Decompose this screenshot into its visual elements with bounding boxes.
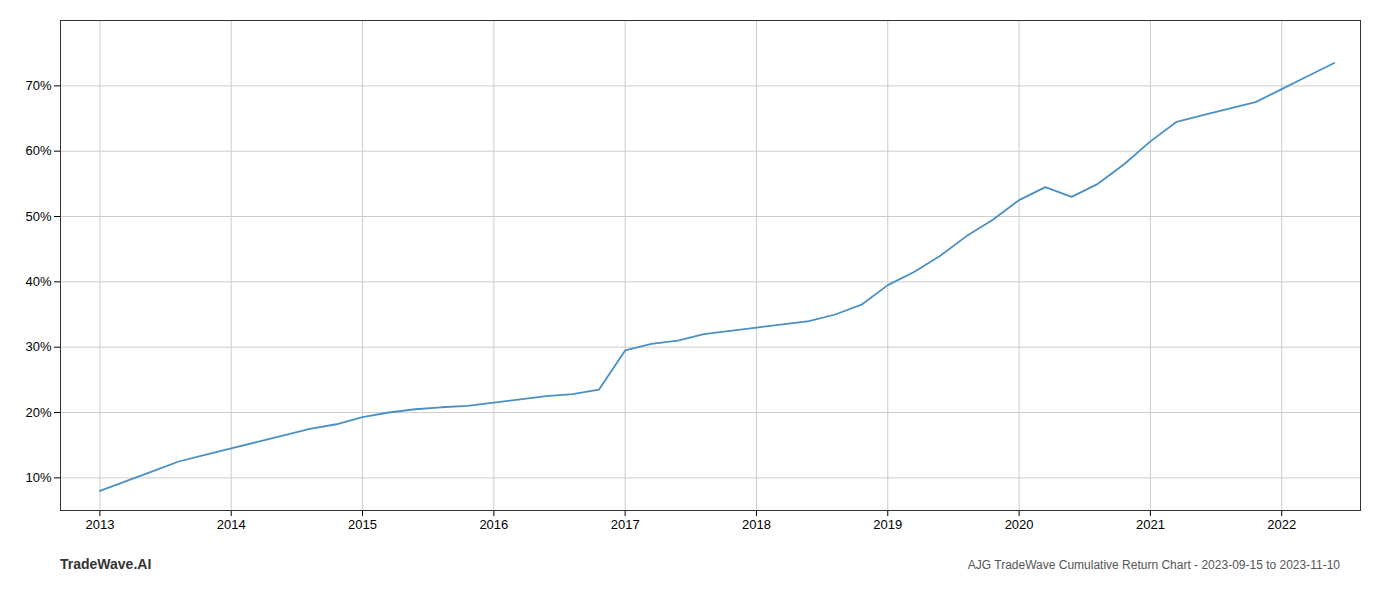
- svg-text:50%: 50%: [25, 209, 51, 224]
- svg-text:2022: 2022: [1267, 517, 1296, 532]
- svg-text:2018: 2018: [742, 517, 771, 532]
- svg-text:2020: 2020: [1005, 517, 1034, 532]
- svg-text:2013: 2013: [85, 517, 114, 532]
- svg-text:60%: 60%: [25, 143, 51, 158]
- svg-text:20%: 20%: [25, 405, 51, 420]
- svg-text:2015: 2015: [348, 517, 377, 532]
- svg-text:40%: 40%: [25, 274, 51, 289]
- svg-text:2016: 2016: [479, 517, 508, 532]
- svg-text:2017: 2017: [611, 517, 640, 532]
- svg-text:2019: 2019: [873, 517, 902, 532]
- svg-text:30%: 30%: [25, 339, 51, 354]
- svg-text:10%: 10%: [25, 470, 51, 485]
- svg-text:2021: 2021: [1136, 517, 1165, 532]
- svg-text:2014: 2014: [217, 517, 246, 532]
- html-text:TradeWave.AI: TradeWave.AI: [60, 556, 152, 572]
- html-text:AJG TradeWave Cumulative Retur: AJG TradeWave Cumulative Return Chart - …: [967, 558, 1340, 572]
- svg-text:70%: 70%: [25, 78, 51, 93]
